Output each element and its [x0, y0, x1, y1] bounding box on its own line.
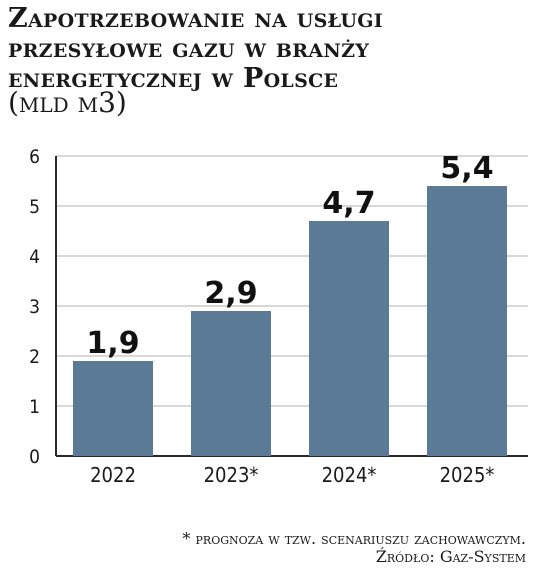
y-tick-label-3: 3: [29, 296, 40, 318]
x-tick-label-2023*: 2023*: [204, 463, 259, 487]
y-tick-label-2: 2: [29, 346, 40, 368]
bar-chart: 0 1 2 3 4 5 6 1,9 2022 2,9 2023* 4,7 2024* 5,4 2025*: [29, 146, 528, 487]
footnote: * prognoza w tzw. scenariuszu zachowawcz…: [182, 530, 526, 566]
bar-2023*: [191, 311, 271, 456]
footnote-note: * prognoza w tzw. scenariuszu zachowawcz…: [182, 529, 526, 548]
bars-layer: [73, 186, 507, 456]
x-tick-label-2025*: 2025*: [440, 463, 495, 487]
x-tick-label-2022: 2022: [90, 463, 136, 487]
y-tick-label-5: 5: [29, 196, 40, 218]
bar-2024*: [309, 221, 389, 456]
value-label-2022: 1,9: [86, 326, 139, 361]
chart-title: Zapotrzebowanie na usługi przesyłowe gaz…: [8, 3, 383, 94]
grid-layer: [55, 155, 528, 457]
y-tick-label-0: 0: [29, 446, 40, 468]
y-tick-label-6: 6: [29, 146, 40, 168]
footnote-source: Źródło: Gaz-System: [375, 547, 526, 566]
value-label-2024*: 4,7: [322, 186, 375, 221]
y-tick-label-1: 1: [29, 396, 40, 418]
chart-unit: (mld m3): [8, 86, 127, 119]
y-tick-label-4: 4: [29, 246, 40, 268]
labels-layer: 0 1 2 3 4 5 6 1,9 2022 2,9 2023* 4,7 2024* 5,4 2025*: [29, 146, 494, 487]
x-tick-label-2024*: 2024*: [322, 463, 377, 487]
value-label-2025*: 5,4: [440, 151, 493, 186]
bar-2025*: [427, 186, 507, 456]
bar-2022: [73, 361, 153, 456]
value-label-2023*: 2,9: [204, 276, 257, 311]
